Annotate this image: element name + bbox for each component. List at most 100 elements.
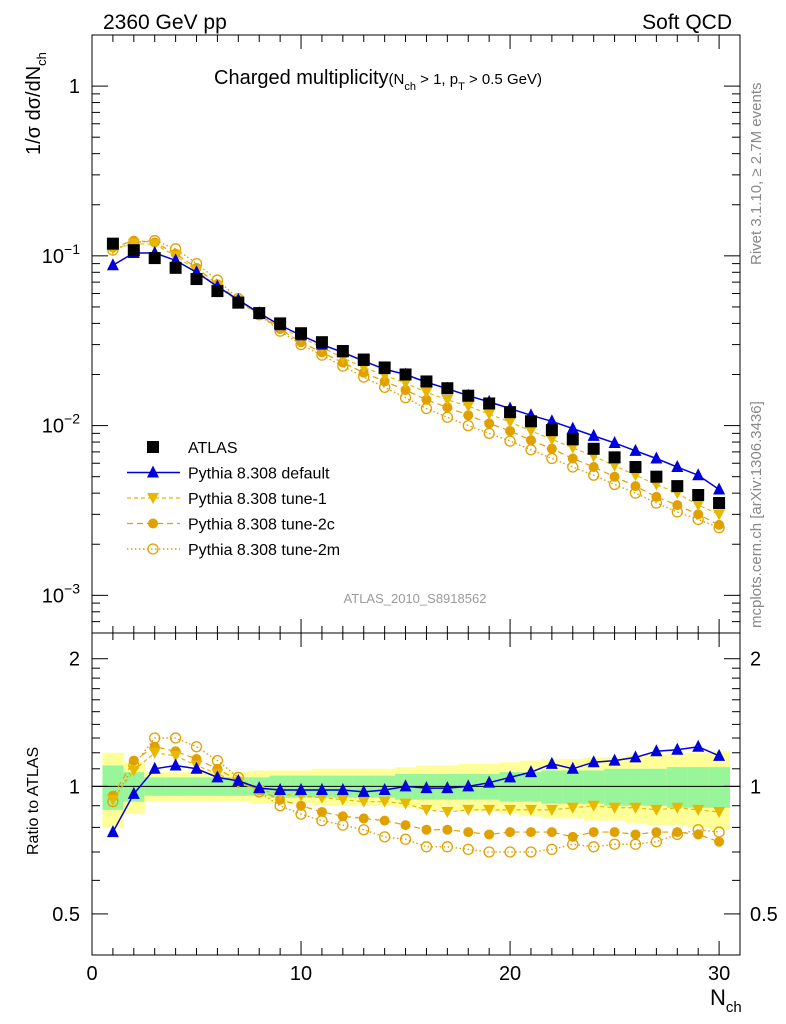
ratio-point	[504, 846, 516, 858]
ratio-point	[462, 804, 475, 816]
data-point	[713, 482, 726, 495]
data-point	[505, 425, 516, 436]
data-point	[545, 434, 558, 446]
data-point	[504, 435, 516, 447]
data-point	[671, 480, 684, 493]
ratio-band-inner	[666, 767, 689, 808]
data-point	[671, 460, 684, 473]
data-point	[462, 389, 475, 402]
ratio-point	[524, 765, 537, 778]
data-point	[588, 462, 599, 473]
ratio-point	[629, 802, 642, 814]
top-y-tick-label: 10−1	[42, 241, 80, 268]
ratio-point	[545, 804, 558, 816]
x-axis-label: Nch	[710, 985, 742, 1016]
data-point	[315, 336, 328, 349]
ratio-point	[566, 761, 579, 774]
ratio-point	[441, 781, 454, 794]
data-point	[525, 435, 536, 446]
ratio-point	[462, 843, 474, 856]
ratio-point	[169, 758, 182, 771]
data-point	[379, 376, 390, 387]
legend-marker	[147, 465, 159, 478]
data-point	[399, 368, 412, 381]
ratio-point	[650, 804, 663, 816]
ratio-point	[379, 815, 390, 826]
data-point	[608, 460, 621, 472]
legend-entry: Pythia 8.308 tune-2c	[127, 517, 335, 534]
data-point	[483, 427, 495, 440]
ratio-point	[713, 748, 726, 761]
data-point	[106, 258, 119, 271]
ratio-panel-frame	[91, 632, 741, 956]
data-point	[566, 442, 579, 454]
ratio-point	[504, 804, 517, 816]
ratio-point	[463, 827, 474, 838]
ratio-y-tick-label: 2	[69, 649, 80, 671]
data-point	[692, 468, 705, 481]
mcplots-reference-label: mcplots.cern.ch [arXiv:1306.3436]	[748, 401, 765, 628]
data-point	[545, 424, 558, 437]
ratio-y-tick-label-right: 2	[750, 649, 761, 671]
data-point	[106, 237, 119, 250]
top-y-tick-label: 10−3	[42, 580, 80, 607]
data-point	[587, 428, 600, 441]
data-point	[441, 382, 454, 395]
legend-marker	[147, 441, 159, 453]
ratio-point	[421, 824, 432, 835]
title-condition: (N	[389, 71, 405, 88]
data-point	[693, 509, 704, 520]
data-point	[463, 410, 474, 421]
analysis-watermark: ATLAS_2010_S8918562	[344, 591, 487, 606]
data-point	[566, 421, 579, 434]
top-ylabel-sub: ch	[34, 52, 49, 66]
legend-entry: Pythia 8.308 tune-1	[127, 491, 327, 508]
ratio-point	[483, 804, 496, 816]
ratio-point	[128, 755, 139, 766]
data-point	[148, 239, 161, 251]
ratio-point	[274, 783, 287, 796]
data-series	[106, 234, 726, 534]
data-point	[441, 394, 454, 406]
ratio-point	[546, 827, 557, 838]
ratio-point	[462, 779, 475, 792]
ratio-point	[650, 744, 663, 757]
ratio-point	[378, 831, 391, 843]
x-tick-label: 10	[290, 963, 312, 985]
data-point	[295, 327, 308, 340]
data-point	[400, 385, 411, 396]
ratio-point	[651, 827, 662, 838]
ratio-point	[316, 806, 327, 817]
ratio-point	[587, 800, 600, 812]
tick-base: 10	[42, 585, 64, 607]
data-point	[127, 238, 140, 250]
data-point	[483, 397, 496, 410]
ratio-point	[232, 773, 245, 786]
top-y-tick-label: 1	[69, 76, 80, 98]
ratio-point	[336, 783, 349, 796]
ratio-point	[169, 732, 182, 744]
title-sub-ch: ch	[404, 81, 416, 93]
data-point	[148, 252, 161, 265]
ratio-point	[713, 806, 726, 818]
ratio-point	[608, 753, 621, 766]
ratio-band-inner	[499, 772, 522, 802]
ratio-point	[441, 841, 454, 853]
data-point	[524, 415, 537, 428]
legend-label: Pythia 8.308 tune-2m	[188, 542, 340, 559]
data-point	[357, 353, 370, 366]
top-ylabel-main: 1/σ dσ/dN	[23, 66, 45, 155]
legend-marker	[148, 518, 158, 529]
tick-exponent: −1	[64, 241, 80, 257]
ratio-point	[692, 804, 705, 816]
tick-exponent: −3	[64, 580, 80, 596]
ratio-point	[378, 783, 391, 796]
data-point	[672, 500, 683, 511]
ratio-point	[148, 747, 161, 759]
ratio-point	[295, 783, 308, 796]
ratio-point	[420, 804, 433, 816]
data-point	[442, 402, 453, 413]
data-point	[546, 443, 557, 454]
ratio-point	[629, 750, 642, 763]
legend-marker	[147, 493, 159, 504]
